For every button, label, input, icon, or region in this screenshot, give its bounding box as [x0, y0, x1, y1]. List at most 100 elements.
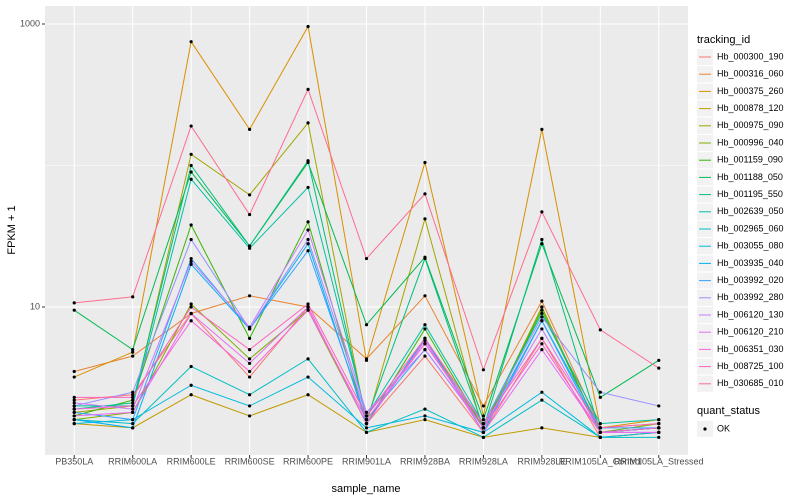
legend-label: Hb_006351_030	[717, 344, 784, 354]
data-point	[540, 311, 544, 316]
data-point	[247, 127, 252, 131]
legend-label: Hb_002639_050	[717, 206, 784, 216]
data-point	[131, 418, 135, 422]
data-point	[306, 237, 310, 242]
data-point	[540, 319, 544, 323]
data-point	[423, 217, 427, 221]
data-point	[306, 159, 310, 163]
data-point	[598, 435, 602, 439]
data-point	[247, 348, 252, 352]
data-point	[306, 357, 310, 361]
data-point	[72, 410, 76, 415]
x-tick-label: RRIM105LA_Stressed	[614, 456, 704, 466]
data-point	[423, 192, 427, 196]
data-point	[189, 393, 193, 397]
data-point	[72, 418, 76, 422]
data-point	[247, 193, 252, 197]
data-point	[657, 418, 661, 422]
data-point	[481, 404, 486, 408]
legend-label: Hb_030685_010	[717, 378, 784, 388]
data-point	[481, 414, 486, 418]
data-point	[540, 308, 544, 312]
data-point	[131, 401, 135, 405]
data-point	[364, 430, 369, 435]
data-point	[247, 361, 252, 365]
data-point	[598, 328, 602, 332]
data-point	[247, 369, 252, 374]
data-point	[247, 212, 252, 217]
data-point	[540, 426, 544, 430]
data-point	[131, 354, 135, 358]
data-point	[481, 418, 486, 422]
legend-label: Hb_000975_090	[717, 120, 784, 130]
data-point	[72, 404, 76, 408]
data-point	[657, 430, 661, 435]
data-point	[364, 358, 369, 362]
x-tick-label: RRIM901LA	[342, 456, 391, 466]
data-point	[306, 302, 310, 306]
data-point	[540, 237, 544, 242]
data-point	[189, 177, 193, 181]
data-point	[72, 407, 76, 411]
data-point	[423, 418, 427, 422]
data-point	[540, 327, 544, 331]
data-point	[189, 170, 193, 174]
data-point	[247, 357, 252, 361]
legend-label: Hb_003992_020	[717, 275, 784, 285]
data-point	[306, 185, 310, 190]
data-point	[306, 121, 310, 125]
y-axis-title: FPKM + 1	[6, 205, 18, 254]
data-point	[481, 422, 486, 426]
data-point	[540, 210, 544, 214]
x-tick-label: RRIM928BA	[400, 456, 450, 466]
data-point	[657, 426, 661, 430]
data-point	[423, 414, 427, 418]
legend-label: Hb_001159_090	[717, 155, 783, 165]
data-point	[189, 383, 193, 387]
data-point	[423, 323, 427, 327]
legend-swatch	[703, 427, 707, 431]
data-point	[131, 410, 135, 415]
data-point	[72, 395, 76, 399]
data-point	[657, 366, 661, 370]
data-point	[540, 342, 544, 346]
data-point	[189, 302, 193, 306]
x-tick-label: PB350LA	[55, 456, 93, 466]
legend-title: quant_status	[697, 405, 760, 417]
data-point	[423, 256, 427, 261]
legend-label: Hb_008725_100	[717, 361, 784, 371]
data-point	[481, 426, 486, 430]
data-point	[247, 244, 252, 248]
data-point	[131, 348, 135, 352]
y-tick-label: 1000	[20, 18, 40, 28]
data-point	[364, 426, 369, 430]
data-point	[131, 395, 135, 399]
data-point	[306, 24, 310, 29]
x-axis-title: sample_name	[331, 483, 400, 495]
data-point	[72, 375, 76, 379]
x-tick-label: RRIM600LA	[108, 456, 157, 466]
data-point	[72, 308, 76, 312]
data-point	[72, 369, 76, 374]
data-point	[72, 301, 76, 305]
data-point	[306, 375, 310, 379]
data-point	[598, 395, 602, 399]
data-point	[423, 336, 427, 341]
data-point	[189, 262, 193, 267]
data-point	[540, 336, 544, 341]
x-tick-label: RRIM928LE	[517, 456, 566, 466]
data-point	[540, 390, 544, 394]
data-point	[540, 299, 544, 303]
legend-label: Hb_000375_260	[717, 86, 784, 96]
data-point	[423, 160, 427, 165]
data-point	[189, 223, 193, 227]
data-point	[247, 246, 252, 250]
data-point	[189, 259, 193, 264]
data-point	[657, 358, 661, 362]
data-point	[131, 426, 135, 430]
x-tick-label: RRIM600PE	[283, 456, 333, 466]
data-point	[540, 315, 544, 319]
data-point	[540, 127, 544, 131]
data-point	[131, 350, 135, 354]
